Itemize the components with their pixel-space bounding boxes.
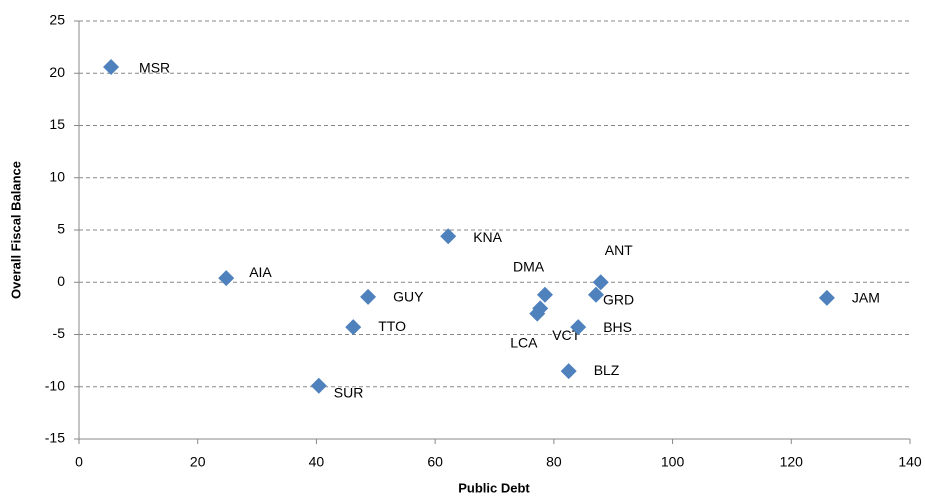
x-tick-label: 40 xyxy=(309,454,325,470)
point xyxy=(440,228,457,245)
point-label: LCA xyxy=(510,334,538,350)
y-tick-label: -15 xyxy=(45,430,65,446)
point xyxy=(818,289,835,306)
y-tick-label: 10 xyxy=(49,168,65,184)
y-tick-label: -5 xyxy=(53,325,66,341)
point-label: BHS xyxy=(603,319,632,335)
point-label: GUY xyxy=(393,289,424,305)
y-tick-label: 20 xyxy=(49,64,65,80)
y-tick-label: 5 xyxy=(57,221,65,237)
point-label: TTO xyxy=(378,318,406,334)
point-label: ANT xyxy=(605,242,633,258)
point-label: MSR xyxy=(139,60,170,76)
point xyxy=(218,270,235,287)
x-tick-label: 140 xyxy=(898,454,922,470)
point xyxy=(345,319,362,336)
y-tick-label: -10 xyxy=(45,377,65,393)
point xyxy=(310,377,327,394)
x-tick-label: 20 xyxy=(190,454,206,470)
x-tick-label: 120 xyxy=(780,454,804,470)
point-label: BLZ xyxy=(594,362,620,378)
point-label: AIA xyxy=(249,264,272,280)
point xyxy=(103,58,120,75)
x-tick-label: 60 xyxy=(427,454,443,470)
point xyxy=(536,286,553,303)
point-label: DMA xyxy=(513,258,545,274)
y-tick-label: 0 xyxy=(57,273,65,289)
point-label: VCT xyxy=(552,327,580,343)
point xyxy=(360,288,377,305)
y-tick-label: 25 xyxy=(49,12,65,28)
point-label: SUR xyxy=(334,384,364,400)
point xyxy=(560,363,577,380)
point-label: KNA xyxy=(473,229,502,245)
point xyxy=(570,319,587,336)
point xyxy=(588,286,605,303)
point xyxy=(529,305,546,322)
point-label: JAM xyxy=(852,290,880,306)
x-tick-label: 100 xyxy=(661,454,685,470)
x-axis-title: Public Debt xyxy=(458,480,530,495)
point-label: GRD xyxy=(603,291,634,307)
y-tick-label: 15 xyxy=(49,116,65,132)
x-tick-label: 0 xyxy=(75,454,83,470)
point xyxy=(592,274,609,291)
y-axis-title: Overall Fiscal Balance xyxy=(8,161,23,299)
x-tick-label: 80 xyxy=(546,454,562,470)
